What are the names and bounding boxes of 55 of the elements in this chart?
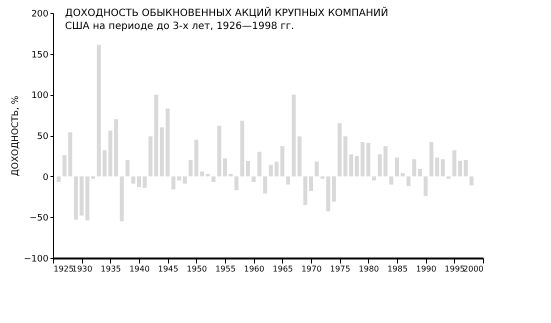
bar (332, 176, 336, 202)
x-tick-label: 1960 (244, 264, 264, 274)
y-tick-label: 0 (42, 172, 49, 183)
bar (470, 176, 474, 186)
y-axis-title: ДОХОДНОСТЬ, % (10, 95, 21, 176)
x-tick-label: 1955 (215, 264, 236, 274)
bar (389, 176, 394, 184)
bar (212, 176, 216, 182)
x-tick-label: 1940 (129, 264, 150, 274)
y-tick-label: −100 (24, 254, 49, 264)
chart-title: ДОХОДНОСТЬ ОБЫКНОВЕННЫХ АКЦИЙ КРУПНЫХ КОМПАНИЙ (65, 6, 388, 19)
x-tick-label: 1925 (54, 264, 74, 274)
text: США на периоде до 3-х лет, 1926—1998 гг. (65, 21, 294, 32)
bar (440, 159, 445, 176)
bar (446, 176, 451, 179)
bar (366, 142, 370, 176)
x-tick-label: 1930 (72, 264, 92, 274)
y-tick-label: 50 (37, 132, 49, 142)
bar (372, 176, 376, 180)
bar (182, 176, 187, 184)
bar (126, 160, 130, 176)
bar (412, 159, 416, 176)
x-tick-label: 1990 (416, 264, 436, 274)
bar (188, 160, 193, 176)
bar (418, 168, 422, 176)
bar (56, 176, 61, 182)
bar (286, 176, 290, 184)
x-tick-label: 1985 (387, 264, 408, 274)
bar (246, 160, 250, 176)
bar (263, 176, 268, 194)
y-tick-label: −50 (30, 214, 49, 224)
bar (240, 120, 244, 176)
x-tick-label: 1935 (100, 264, 122, 274)
bar (206, 174, 210, 176)
x-tick-label: 1950 (186, 264, 208, 274)
bar (234, 176, 238, 190)
x-tick-label: 1975 (330, 264, 350, 274)
x-tick-label: 1945 (158, 264, 178, 274)
x-tick-label: 1965 (272, 264, 294, 274)
bar (252, 176, 256, 182)
bar (280, 146, 284, 176)
x-tick-label: 1995 (444, 264, 466, 274)
x-tick-label: 1980 (358, 264, 380, 274)
y-tick-label: 150 (31, 50, 49, 60)
x-tick-label: 2000 (463, 264, 484, 274)
bar (464, 160, 468, 176)
bar (338, 123, 342, 176)
y-tick-label: 100 (31, 91, 49, 102)
x-tick-label: 1970 (301, 264, 322, 274)
bar (257, 152, 262, 176)
bar (314, 162, 319, 176)
bar (406, 176, 410, 186)
y-tick-label: 200 (31, 10, 49, 20)
bar (424, 176, 428, 196)
bar (120, 176, 124, 222)
